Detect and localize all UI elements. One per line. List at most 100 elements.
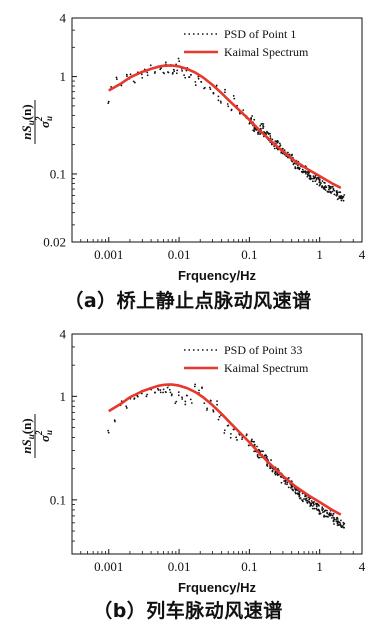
psd-point [166, 386, 169, 389]
psd-point [201, 387, 203, 390]
psd-point [325, 515, 327, 518]
psd-point [129, 73, 132, 76]
psd-point [325, 186, 328, 189]
psd-point [318, 504, 320, 507]
psd-point [298, 492, 300, 495]
psd-point [206, 407, 209, 410]
chart-a: 0.001 0.01 0.1 1 40.020.114Frquency/HznSu(n)… [19, 11, 366, 284]
psd-point [312, 177, 315, 180]
psd-point [190, 402, 193, 404]
psd-point [154, 70, 156, 73]
psd-point [114, 420, 116, 423]
y-label-sub: u [44, 430, 54, 435]
psd-point [162, 388, 165, 391]
psd-point [321, 509, 324, 512]
psd-point [226, 103, 229, 105]
psd-point [232, 428, 235, 431]
psd-point [189, 398, 192, 401]
psd-point [326, 512, 329, 515]
x-tick-label: 0.1 [241, 559, 257, 574]
psd-point [329, 190, 331, 193]
psd-point [327, 188, 330, 191]
psd-point [200, 81, 203, 83]
psd-point [305, 497, 308, 500]
psd-point [340, 195, 343, 198]
psd-point [172, 68, 175, 71]
psd-point [318, 512, 321, 515]
psd-point [239, 112, 241, 115]
y-label-sup: 2 [34, 430, 44, 436]
y-label-sigma: σ [37, 120, 52, 128]
psd-points [107, 383, 346, 529]
psd-point [175, 72, 178, 75]
psd-point [177, 57, 180, 60]
psd-point [332, 513, 335, 515]
psd-point [133, 397, 136, 400]
psd-point [313, 500, 316, 503]
psd-point [294, 492, 297, 495]
psd-point [250, 440, 253, 443]
psd-point [193, 385, 196, 388]
y-label-denominator: σu2 [34, 116, 54, 128]
psd-point [250, 117, 253, 119]
psd-point [212, 410, 215, 413]
psd-point [294, 167, 297, 170]
psd-point [159, 391, 162, 394]
psd-point [259, 133, 261, 136]
psd-point [333, 523, 335, 525]
psd-point [326, 515, 329, 518]
psd-point [209, 88, 212, 91]
psd-point [175, 400, 178, 403]
psd-point [302, 500, 304, 503]
psd-point [284, 481, 287, 483]
psd-point [339, 197, 342, 200]
plot-frame [71, 17, 363, 243]
psd-point [269, 135, 272, 137]
y-label-arg: (n) [19, 418, 34, 434]
psd-point [164, 61, 167, 64]
psd-point [291, 485, 294, 488]
psd-point [198, 389, 200, 392]
y-label-S: S [19, 125, 34, 132]
psd-point [315, 178, 318, 181]
psd-point [283, 149, 286, 152]
psd-point [331, 186, 334, 188]
psd-point [309, 505, 311, 507]
psd-point [273, 147, 276, 150]
y-label-numerator: nSu(n) [19, 418, 36, 453]
psd-point [194, 80, 197, 83]
psd-point [328, 512, 331, 515]
psd-point [326, 509, 328, 512]
psd-point [140, 73, 143, 76]
psd-point [298, 168, 301, 171]
psd-point [330, 192, 333, 194]
psd-point [181, 69, 184, 72]
psd-point [181, 396, 183, 399]
psd-point [223, 432, 226, 434]
psd-point [305, 170, 307, 173]
psd-point [338, 521, 341, 524]
x-tick-label: 1 [316, 559, 323, 574]
psd-point [279, 144, 282, 147]
psd-point [340, 199, 343, 202]
psd-point [297, 166, 300, 169]
psd-point [323, 514, 325, 517]
y-label-numerator: nSu(n) [19, 104, 36, 139]
psd-point [219, 100, 222, 103]
psd-points [107, 57, 346, 202]
psd-point [311, 177, 313, 180]
psd-point [333, 189, 336, 192]
psd-point [107, 102, 110, 105]
psd-point [177, 391, 180, 394]
psd-point [336, 192, 339, 194]
psd-point [215, 84, 218, 87]
psd-point [264, 454, 267, 457]
psd-point [184, 76, 187, 79]
psd-point [203, 87, 205, 90]
y-label-n: n [19, 446, 34, 453]
kaimal-line [108, 64, 342, 190]
psd-point [253, 128, 256, 131]
x-tick-label: 1 [316, 247, 323, 262]
psd-point [257, 456, 260, 459]
psd-point [229, 436, 232, 439]
